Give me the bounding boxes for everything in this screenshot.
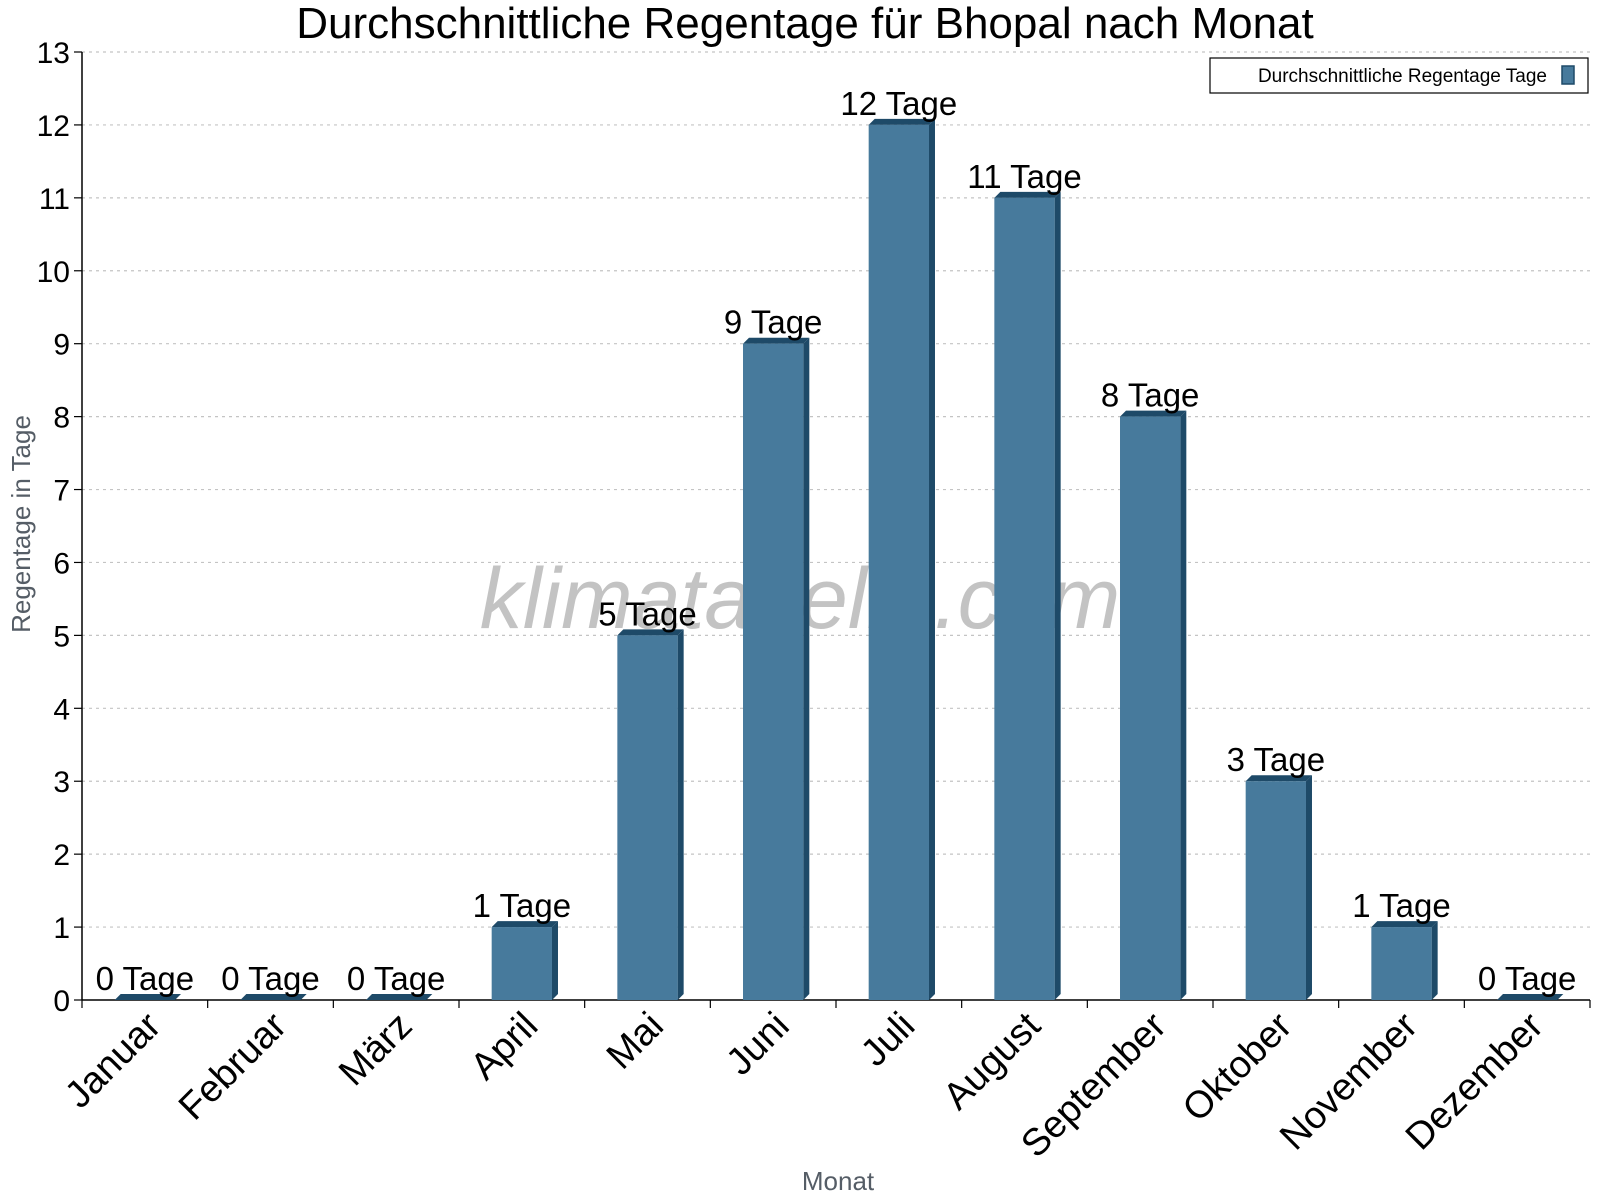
bar-top xyxy=(240,994,307,1000)
data-label: 0 Tage xyxy=(221,960,319,997)
y-tick-label: 1 xyxy=(53,912,70,945)
x-axis-title: Monat xyxy=(802,1166,875,1196)
legend: Durchschnittliche Regentage Tage xyxy=(1209,57,1589,94)
data-label: 3 Tage xyxy=(1227,741,1325,778)
bar-top xyxy=(743,337,810,344)
y-tick-label: 8 xyxy=(53,402,70,435)
data-label: 11 Tage xyxy=(967,158,1081,195)
bar-top xyxy=(1497,994,1564,1000)
x-tick-label: März xyxy=(331,1005,420,1094)
y-axis-title: Regentage in Tage xyxy=(6,415,36,633)
bar-group xyxy=(1120,410,1187,1001)
bar-top xyxy=(114,994,181,1000)
bar-group xyxy=(114,994,181,1000)
bar-top xyxy=(1120,410,1187,417)
data-labels: 0 Tage 0 Tage 0 Tage 1 Tage 5 Tage 9 Tage 12 T… xyxy=(96,85,1577,997)
x-tick-label: Februar xyxy=(171,1004,295,1128)
legend-box xyxy=(1209,57,1589,94)
data-label: 0 Tage xyxy=(1478,960,1576,997)
data-label: 0 Tage xyxy=(96,960,194,997)
bars xyxy=(114,118,1564,1001)
data-label: 5 Tage xyxy=(598,595,696,632)
data-label: 1 Tage xyxy=(473,887,571,924)
bar-side xyxy=(1054,191,1061,1000)
bar-group xyxy=(743,337,810,1000)
bar-top xyxy=(1245,775,1312,782)
x-tick-label: Juni xyxy=(719,1005,798,1084)
data-label: 8 Tage xyxy=(1101,377,1199,414)
bar-top xyxy=(868,118,935,125)
y-tick-label: 7 xyxy=(53,475,70,508)
bar-top xyxy=(994,191,1061,198)
bar-side xyxy=(928,118,935,1000)
x-tick-label: April xyxy=(463,1005,546,1088)
legend-label: Durchschnittliche Regentage Tage xyxy=(1258,66,1547,87)
y-tick-label: 3 xyxy=(53,766,70,799)
bar-side xyxy=(803,337,810,1000)
x-tick-label: Januar xyxy=(57,1004,169,1116)
data-label: 0 Tage xyxy=(347,960,445,997)
y-tick-label: 12 xyxy=(37,110,70,143)
bar-group xyxy=(617,629,684,1000)
bar xyxy=(1120,416,1181,1001)
y-tick-label: 2 xyxy=(53,839,70,872)
bar xyxy=(868,124,929,1000)
data-label: 12 Tage xyxy=(840,85,957,122)
chart-title: Durchschnittliche Regentage für Bhopal n… xyxy=(296,0,1314,48)
bar-group xyxy=(994,191,1061,1000)
bar-group xyxy=(1371,921,1438,1000)
bar-group xyxy=(491,921,558,1000)
bar xyxy=(617,635,678,1000)
bar xyxy=(994,197,1055,1000)
bar-group xyxy=(366,994,433,1000)
y-tick-label: 9 xyxy=(53,329,70,362)
x-tick-label: November xyxy=(1272,1004,1426,1158)
axes xyxy=(81,52,1590,1001)
y-tick-label: 6 xyxy=(53,547,70,580)
x-tick-label: Mai xyxy=(599,1005,672,1078)
x-axis-ticks: Januar Februar März April Mai Juni Juli AugustS… xyxy=(57,1000,1591,1166)
bar-top xyxy=(1371,921,1438,928)
bar-side xyxy=(1431,921,1438,1000)
data-label: 9 Tage xyxy=(724,304,822,341)
bar-side xyxy=(551,921,558,1000)
y-tick-label: 4 xyxy=(53,693,70,726)
y-tick-label: 5 xyxy=(53,620,70,653)
bar-side xyxy=(677,629,684,1000)
bar-group xyxy=(868,118,935,1000)
bar-top xyxy=(366,994,433,1000)
y-tick-label: 0 xyxy=(53,985,70,1018)
x-tick-label: Oktober xyxy=(1175,1004,1301,1130)
bar xyxy=(1371,927,1432,1000)
bar xyxy=(743,343,804,1000)
y-tick-label: 11 xyxy=(39,183,70,216)
bar-side xyxy=(1180,410,1187,1001)
gridlines xyxy=(82,51,1590,928)
y-tick-label: 10 xyxy=(37,256,70,289)
bar xyxy=(491,927,552,1000)
bar-group xyxy=(1497,994,1564,1000)
x-tick-label: August xyxy=(936,1004,1050,1118)
data-label: 1 Tage xyxy=(1352,887,1450,924)
bar-group xyxy=(240,994,307,1000)
bar-side xyxy=(1305,775,1312,1000)
x-tick-label: Juli xyxy=(853,1005,923,1075)
y-tick-label: 13 xyxy=(37,37,70,70)
legend-swatch xyxy=(1561,65,1575,85)
bar xyxy=(1245,781,1306,1000)
bar-top xyxy=(491,921,558,928)
x-tick-label: Dezember xyxy=(1398,1004,1552,1158)
bar-group xyxy=(1245,775,1312,1000)
bar-top xyxy=(617,629,684,636)
